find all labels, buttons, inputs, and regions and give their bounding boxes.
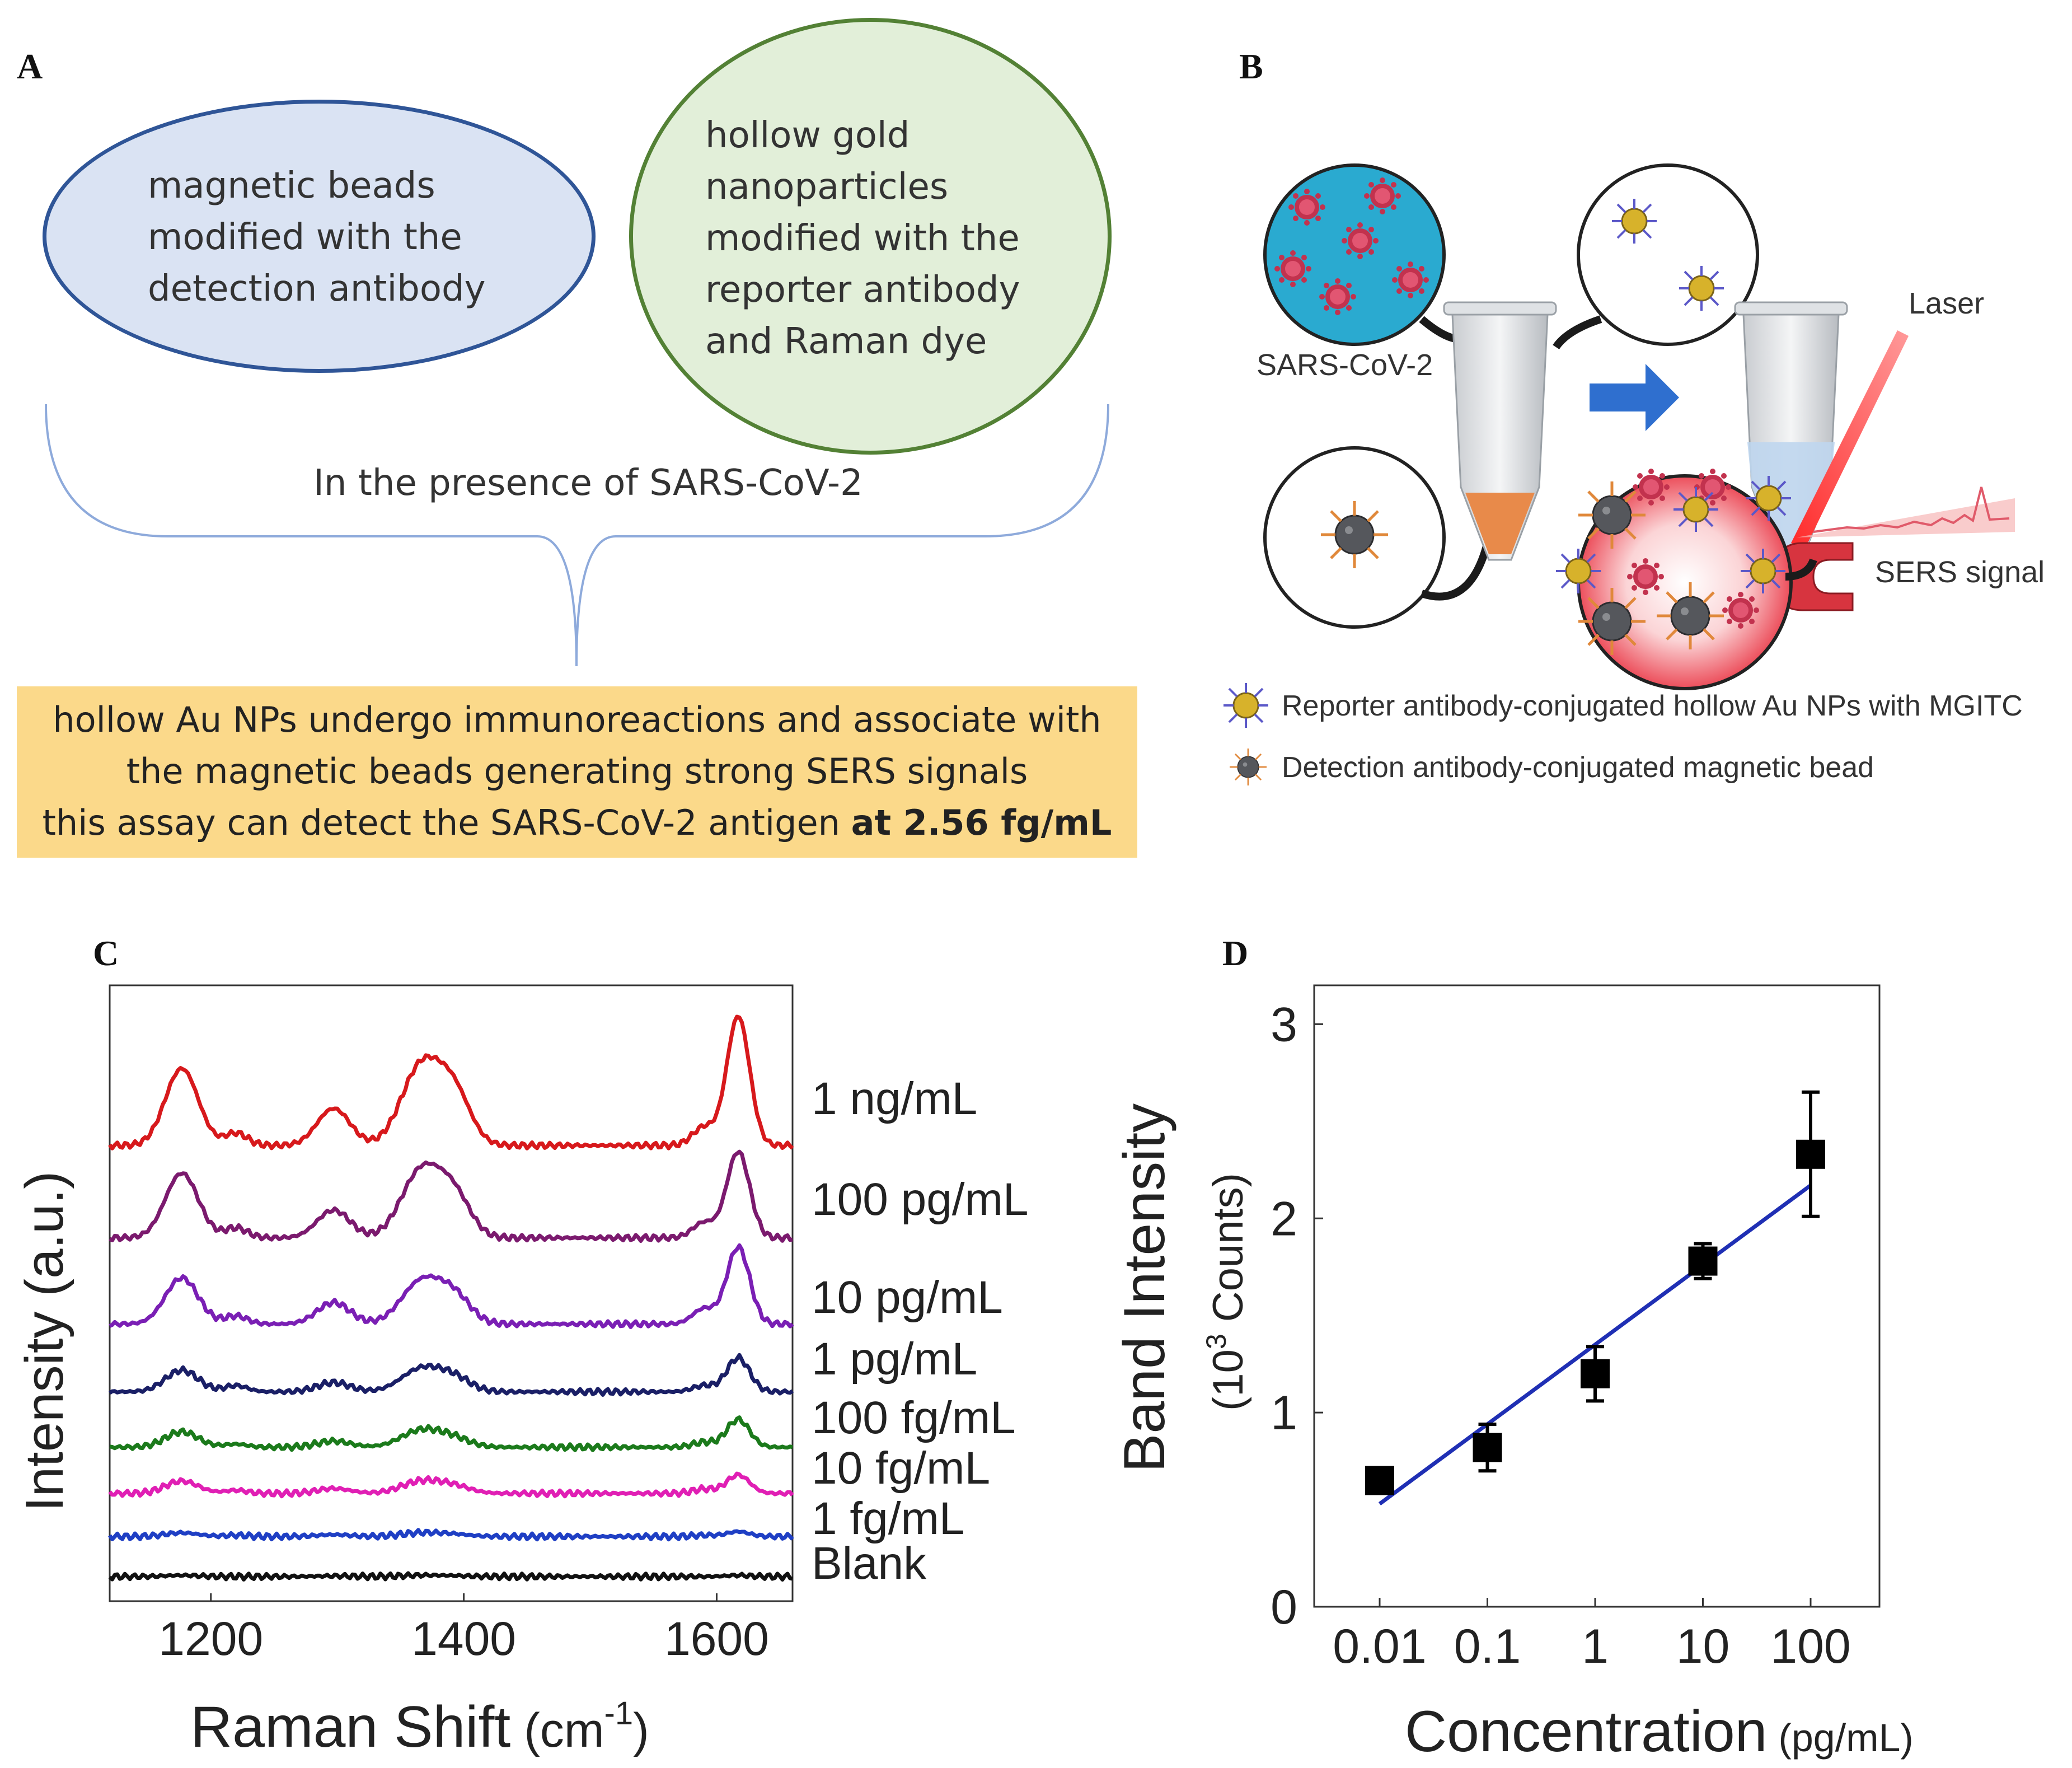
data-point (1796, 1139, 1825, 1169)
gold-nanoparticle-icon (1222, 682, 1269, 729)
legend-label: Detection antibody-conjugated magnetic b… (1282, 751, 1874, 784)
summary-line: this assay can detect the SARS-CoV-2 ant… (17, 797, 1137, 849)
curly-brace (45, 404, 1109, 667)
series-label: 10 pg/mL (812, 1272, 1003, 1323)
magnetic-beads-line: detection antibody (148, 268, 486, 310)
x-axis-label-text: Concentration (1405, 1699, 1768, 1764)
laser-label: Laser (1909, 287, 1984, 320)
series-label: 100 pg/mL (812, 1174, 1029, 1225)
x-axis-label-close: ) (633, 1704, 649, 1757)
sers-signal-label: SERS signal (1875, 555, 2045, 589)
gold-nanoparticles-line: nanoparticles (705, 166, 949, 208)
x-axis-label-unit: (pg/mL) (1779, 1716, 1914, 1760)
summary-line3-text: this assay can detect the SARS-CoV-2 ant… (42, 802, 851, 843)
gold-nanoparticles-line: hollow gold (705, 115, 910, 156)
plot-frame (1313, 984, 1881, 1608)
sers-signal-cone (1797, 498, 2015, 537)
assay-summary-box: hollow Au NPs undergo immunoreactions an… (17, 686, 1137, 858)
y-axis-label: Band Intensity (1112, 1103, 1177, 1472)
x-axis-label-text: Raman Shift (190, 1695, 510, 1760)
legend-magnetic-bead: Detection antibody-conjugated magnetic b… (1229, 747, 1874, 787)
summary-line: the magnetic beads generating strong SER… (126, 751, 1028, 792)
panel-label-a: A (17, 46, 43, 86)
gold-nanoparticles-line: and Raman dye (705, 321, 987, 362)
x-tick-label: 1200 (158, 1612, 263, 1665)
series-label: 10 fg/mL (812, 1443, 990, 1494)
magnetic-beads-text: magnetic beads modified with the detecti… (148, 160, 490, 315)
data-point (1688, 1246, 1718, 1276)
series-label: Blank (812, 1538, 927, 1589)
panel-label-d: D (1222, 933, 1249, 973)
series-label: 1 fg/mL (812, 1493, 964, 1544)
x-axis-label: Raman Shift (cm-1) (190, 1695, 649, 1760)
legend-label: Reporter antibody-conjugated hollow Au N… (1282, 690, 2023, 722)
x-axis-label: Concentration (pg/mL) (1405, 1699, 1914, 1764)
gold-nanoparticles-ellipse (629, 18, 1112, 455)
sers-spectrum-icon (1813, 487, 2010, 533)
spectrum-line (109, 1415, 794, 1452)
summary-line: hollow Au NPs undergo immunoreactions an… (53, 699, 1101, 740)
laser-beam (1791, 330, 1909, 549)
spectrum-line (108, 1014, 794, 1150)
gold-nanoparticles-line: modified with the (705, 218, 1020, 259)
presence-text: In the presence of SARS-CoV-2 (313, 462, 863, 504)
x-axis-label-unit: (cm (524, 1704, 604, 1757)
raman-spectra-chart: 1 ng/mL 100 pg/mL 10 pg/mL 1 pg/mL 100 fg/mL… (15, 984, 1029, 1760)
fit-line (1378, 1184, 1812, 1505)
plot-frame (109, 984, 794, 1602)
virus-label: SARS-CoV-2 (1257, 348, 1433, 382)
gold-nanoparticle-circle (1577, 163, 1759, 346)
assay-schematic: SARS-CoV-2 Laser SERS signal R (1222, 163, 2045, 787)
legend-gold-np: Reporter antibody-conjugated hollow Au N… (1222, 682, 2023, 729)
immunocomplex-circle (1555, 469, 1793, 690)
spectrum-line (109, 1149, 793, 1243)
series-label: 1 ng/mL (812, 1073, 977, 1124)
spectrum-line (109, 1353, 794, 1397)
x-tick-label: 1 (1582, 1620, 1609, 1673)
arrow-right-icon (1590, 364, 1679, 431)
sample-tube (1443, 301, 1557, 561)
y-tick-label: 0 (1271, 1580, 1297, 1634)
data-point (1473, 1433, 1502, 1462)
spectrum-line (109, 1243, 794, 1329)
gold-nanoparticles-line: reporter antibody (705, 269, 1020, 311)
x-tick-label: 1400 (411, 1612, 516, 1665)
spectrum-line (108, 1471, 794, 1499)
x-tick-label: 0.1 (1454, 1620, 1521, 1673)
y-tick-label: 2 (1271, 1192, 1297, 1246)
spectrum-line (108, 1528, 794, 1542)
x-tick-label: 0.01 (1333, 1620, 1426, 1673)
data-point (1365, 1466, 1394, 1495)
x-tick-label: 10 (1676, 1620, 1730, 1673)
gold-nanoparticles-text: hollow gold nanoparticles modified with … (705, 110, 1035, 367)
panel-label-c: C (93, 933, 119, 973)
y-axis-unit: (103 Counts) (1201, 1173, 1252, 1411)
x-tick-label: 100 (1770, 1620, 1851, 1673)
x-tick-label: 1600 (664, 1612, 769, 1665)
series-label: 100 fg/mL (812, 1392, 1016, 1443)
panel-label-b: B (1239, 46, 1263, 86)
magnetic-beads-line: magnetic beads (148, 165, 435, 207)
magnetic-bead-icon (1229, 747, 1268, 787)
series-label: 1 pg/mL (812, 1334, 977, 1385)
data-point (1581, 1359, 1610, 1388)
spectrum-line (108, 1571, 793, 1582)
y-axis-label: Intensity (a.u.) (15, 1171, 74, 1512)
y-axis-unit-sup: 3 (1201, 1334, 1232, 1349)
y-tick-label: 1 (1271, 1386, 1297, 1440)
y-axis-unit-suffix: Counts) (1204, 1173, 1252, 1334)
y-axis-unit-prefix: (10 (1204, 1349, 1252, 1411)
virus-sample-circle (1263, 163, 1446, 346)
magnetic-beads-ellipse (43, 100, 596, 373)
x-axis-label-sup: -1 (604, 1695, 634, 1732)
y-tick-label: 3 (1271, 998, 1297, 1051)
magnetic-bead-circle (1263, 446, 1446, 629)
detection-limit: at 2.56 fg/mL (851, 802, 1112, 843)
magnetic-beads-line: modified with the (148, 217, 462, 258)
